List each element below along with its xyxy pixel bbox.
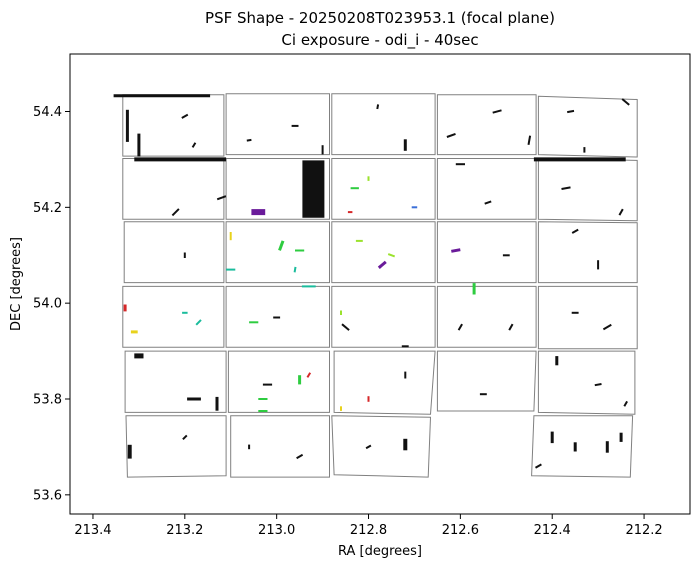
x-axis-ticks: 213.4 213.2 213.0 212.8 212.6 212.4 212.2 xyxy=(74,514,663,538)
detector-frame-14 xyxy=(436,221,537,284)
detector-frame-22 xyxy=(227,350,330,413)
psf-segment-39 xyxy=(451,248,461,253)
detector-frame-29 xyxy=(531,415,634,478)
psf-segment-56 xyxy=(508,323,514,331)
detector-frame-25 xyxy=(537,350,636,415)
detector-frame-18 xyxy=(331,285,436,348)
psf-segment-30 xyxy=(618,208,624,216)
detector-frame-8 xyxy=(331,158,436,220)
psf-segment-52 xyxy=(341,323,350,331)
detector-frames xyxy=(122,93,638,478)
psf-segment-4 xyxy=(181,113,189,119)
detector-frame-27 xyxy=(230,415,330,478)
psf-segment-16 xyxy=(621,98,630,106)
x-axis-label: RA [degrees] xyxy=(338,544,422,559)
psf-segment-66 xyxy=(306,372,312,378)
psf-segment-29 xyxy=(561,186,571,190)
detector-frame-17 xyxy=(225,285,330,348)
psf-segment-27 xyxy=(484,200,492,205)
detector-frame-2 xyxy=(225,93,330,156)
psf-segment-55 xyxy=(457,323,463,331)
psf-segment-41 xyxy=(571,228,579,234)
y-tick-label: 53.6 xyxy=(33,488,62,503)
psf-segment-35 xyxy=(293,266,297,273)
y-tick-label: 54.2 xyxy=(33,201,62,216)
plot-area-frame xyxy=(69,53,691,515)
psf-segment-33 xyxy=(278,240,285,251)
psf-segment-75 xyxy=(182,434,188,441)
psf-segment-73 xyxy=(623,400,628,407)
psf-segment-21 xyxy=(216,195,227,201)
chart-title-line2: Ci exposure - odi_i - 40sec xyxy=(281,31,478,50)
psf-segment-14 xyxy=(567,109,575,114)
y-axis-ticks: 53.6 53.8 54.0 54.2 54.4 xyxy=(33,105,70,503)
detector-frame-6 xyxy=(122,158,225,220)
psf-segment-84 xyxy=(535,463,542,469)
detector-frame-5 xyxy=(537,95,638,158)
x-tick-label: 213.2 xyxy=(166,523,203,538)
detector-frame-28 xyxy=(331,415,432,478)
detector-frame-3 xyxy=(331,93,436,156)
psf-segment-6 xyxy=(246,138,252,142)
psf-segment-38 xyxy=(387,253,396,258)
y-axis-label: DEC [degrees] xyxy=(9,237,24,331)
detector-frame-13 xyxy=(331,221,436,284)
detector-frame-23 xyxy=(333,350,436,415)
chart-title-line1: PSF Shape - 20250208T023953.1 (focal pla… xyxy=(205,9,555,27)
x-tick-label: 212.8 xyxy=(350,523,387,538)
psf-segment-20 xyxy=(171,208,180,217)
detector-frame-4 xyxy=(436,94,537,156)
y-tick-label: 53.8 xyxy=(33,393,62,408)
detector-frame-7 xyxy=(225,158,330,220)
detector-frame-16 xyxy=(122,285,225,348)
x-tick-label: 212.2 xyxy=(625,523,662,538)
x-tick-label: 212.4 xyxy=(534,523,571,538)
psf-segment-37 xyxy=(377,260,387,269)
detector-frame-12 xyxy=(225,221,330,284)
y-tick-label: 54.0 xyxy=(33,297,62,312)
psf-segment-11 xyxy=(446,132,456,138)
detector-frame-24 xyxy=(436,350,537,412)
detector-frame-21 xyxy=(124,350,227,413)
detector-frame-19 xyxy=(436,285,537,348)
psf-segments xyxy=(113,94,630,469)
psf-segment-58 xyxy=(602,323,612,331)
psf-segment-13 xyxy=(527,135,532,145)
psf-segment-77 xyxy=(296,453,304,460)
x-tick-label: 212.6 xyxy=(442,523,479,538)
detector-frame-15 xyxy=(537,221,638,284)
detector-frame-20 xyxy=(537,285,638,350)
psf-segment-9 xyxy=(376,104,380,110)
detector-frame-11 xyxy=(123,221,225,284)
psf-segment-12 xyxy=(492,109,502,114)
psf-segment-5 xyxy=(191,142,197,148)
psf-segment-47 xyxy=(195,319,202,326)
y-tick-label: 54.4 xyxy=(33,105,62,120)
psf-segment-78 xyxy=(365,444,372,450)
detector-frame-26 xyxy=(125,415,227,478)
psf-segment-72 xyxy=(594,383,602,387)
x-tick-label: 213.0 xyxy=(258,523,295,538)
x-tick-label: 213.4 xyxy=(74,523,111,538)
detector-frame-9 xyxy=(436,158,537,220)
